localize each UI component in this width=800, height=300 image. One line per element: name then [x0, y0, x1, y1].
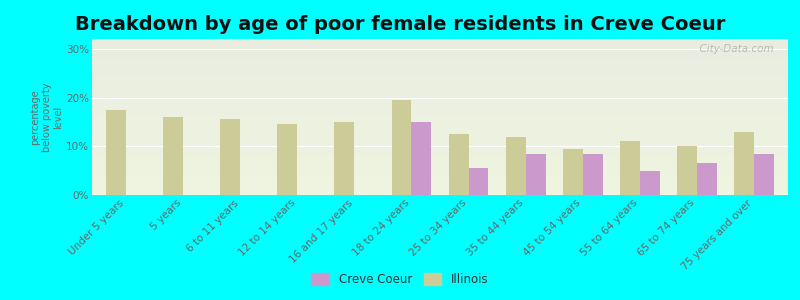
Bar — [734, 132, 754, 195]
Bar — [449, 134, 469, 195]
Bar — [677, 146, 697, 195]
Bar — [754, 154, 774, 195]
Y-axis label: percentage
below poverty
level: percentage below poverty level — [30, 82, 63, 152]
Text: Breakdown by age of poor female residents in Creve Coeur: Breakdown by age of poor female resident… — [75, 15, 725, 34]
Bar — [620, 141, 640, 195]
Bar — [411, 122, 431, 195]
Bar — [334, 122, 354, 195]
Bar — [526, 154, 546, 195]
Text: City-Data.com: City-Data.com — [694, 44, 774, 54]
Bar — [278, 124, 298, 195]
Bar — [697, 163, 717, 195]
Bar — [469, 168, 489, 195]
Bar — [582, 154, 602, 195]
Bar — [391, 100, 411, 195]
Bar — [562, 149, 582, 195]
Bar — [163, 117, 183, 195]
Legend: Creve Coeur, Illinois: Creve Coeur, Illinois — [306, 268, 494, 291]
Bar — [640, 171, 660, 195]
Bar — [506, 136, 526, 195]
Bar — [220, 119, 240, 195]
Bar — [106, 110, 126, 195]
